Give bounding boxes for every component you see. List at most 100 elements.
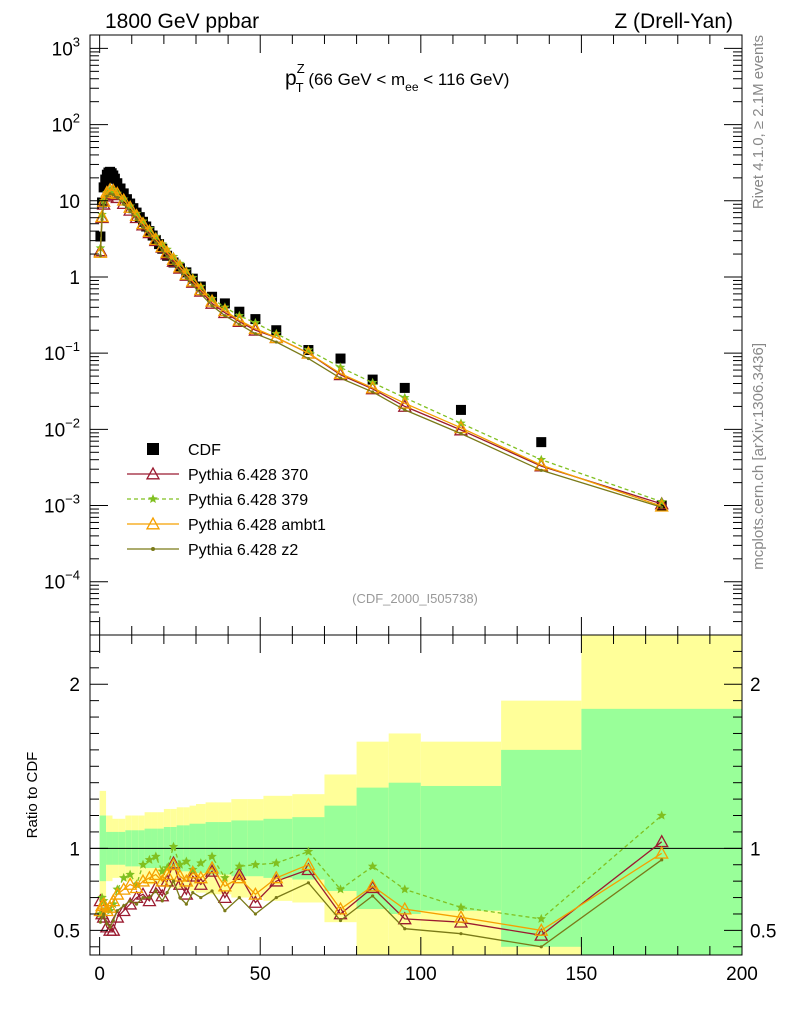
ratio-x-tick-label: 50 — [250, 964, 271, 985]
data-point — [160, 248, 164, 252]
data-point — [399, 382, 410, 393]
ratio-point — [134, 902, 139, 906]
data-point — [536, 437, 547, 448]
main-y-tick-label: 10−2 — [44, 415, 80, 441]
plot-title-ee: ee — [405, 80, 419, 94]
ratio-point — [269, 870, 284, 884]
ratio-point — [453, 909, 469, 923]
ratio-point — [168, 841, 179, 851]
ratio-point — [199, 895, 203, 900]
beam-title: 1800 GeV ppbar — [105, 10, 259, 33]
ratio-point — [271, 858, 281, 868]
ratio-point — [217, 878, 233, 892]
ratio-point — [303, 846, 314, 856]
ratio-y-tick-label-right: 1 — [750, 839, 761, 860]
ratio-point — [142, 870, 157, 884]
ratio-point — [536, 913, 546, 923]
data-point — [539, 468, 543, 472]
ratio-point — [125, 869, 135, 879]
data-point — [111, 193, 115, 197]
ratio-point — [102, 912, 106, 916]
main-plot-marks — [93, 166, 669, 512]
data-point — [112, 178, 123, 189]
ratio-point — [147, 895, 152, 900]
ratio-y-tick-label-right: 2 — [750, 675, 761, 696]
data-point — [199, 292, 203, 296]
ratio-point — [165, 891, 169, 895]
ratio-point — [191, 891, 195, 895]
ratio-point — [102, 900, 118, 913]
series-pythia-6-428-z2 — [98, 192, 664, 509]
series-line — [99, 192, 662, 505]
legend-label: Pythia 6.428 370 — [188, 467, 308, 484]
ratio-uncertainty-bands — [90, 635, 742, 955]
main-y-tick-label: 1 — [69, 268, 80, 289]
legend-marker — [151, 547, 155, 551]
ratio-point — [400, 884, 410, 894]
series-pythia-6-428-370 — [93, 186, 669, 510]
plot-title: pZ T (66 GeV < mee < 116 GeV) — [285, 61, 509, 95]
ratio-point — [456, 902, 466, 912]
data-point — [335, 353, 346, 364]
data-point — [171, 261, 176, 266]
data-point — [338, 376, 343, 380]
data-point — [660, 505, 664, 509]
ratio-point — [116, 903, 131, 917]
data-point — [98, 182, 109, 193]
plot-title-close: < 116 GeV) — [419, 70, 510, 89]
ratio-point — [166, 857, 181, 871]
ratio-point — [98, 920, 103, 924]
legend-marker — [147, 443, 159, 455]
ratio-point — [172, 877, 188, 890]
ratio-line — [99, 859, 663, 948]
ratio-point — [106, 923, 121, 936]
legend-marker — [145, 466, 161, 480]
ratio-point — [148, 867, 163, 881]
ratio-point — [159, 867, 175, 881]
ratio-point — [371, 894, 375, 898]
ratio-point — [115, 909, 119, 913]
legend-label: Pythia 6.428 ambt1 — [188, 517, 326, 534]
plot-title-p: p — [285, 67, 297, 90]
rivet-label: Rivet 4.1.0, ≥ 2.1M events — [750, 35, 767, 209]
ratio-point — [185, 868, 200, 882]
ratio-point — [144, 854, 155, 864]
data-point — [165, 255, 169, 259]
legend-marker — [148, 494, 158, 503]
ratio-y-tick-label: 2 — [69, 675, 80, 696]
ratio-point — [232, 867, 247, 881]
ratio-point — [253, 912, 258, 916]
ratio-point — [397, 911, 412, 925]
ratio-point — [123, 877, 138, 890]
ratio-point — [223, 909, 227, 913]
process-title: Z (Drell-Yan) — [614, 10, 733, 33]
legend-entry: Pythia 6.428 z2 — [127, 542, 298, 559]
series-line — [99, 188, 662, 507]
main-y-tick-label: 103 — [52, 34, 80, 60]
data-point — [237, 322, 241, 326]
tick-exponent: −4 — [65, 568, 80, 583]
ratio-x-tick-label: 100 — [405, 964, 437, 985]
ratio-point — [106, 893, 121, 907]
data-point — [220, 302, 230, 312]
ratio-y-tick-label-right: 0.5 — [750, 921, 776, 942]
ratio-point — [335, 884, 346, 894]
ratio-plot-marks — [93, 810, 669, 949]
ratio-point — [196, 858, 206, 868]
data-point — [184, 276, 188, 280]
ratio-point — [237, 895, 241, 900]
data-point — [397, 395, 412, 409]
ratio-point — [141, 895, 145, 900]
ratio-point — [138, 859, 148, 869]
data-point — [303, 345, 314, 355]
ratio-point — [178, 895, 182, 900]
data-point — [141, 225, 145, 229]
ratio-point — [534, 923, 549, 936]
tick-base: 10 — [52, 39, 73, 60]
series-line — [99, 189, 662, 503]
ratio-point — [172, 868, 188, 882]
data-point — [223, 314, 227, 318]
ratio-point — [96, 896, 111, 910]
data-point — [274, 340, 278, 344]
